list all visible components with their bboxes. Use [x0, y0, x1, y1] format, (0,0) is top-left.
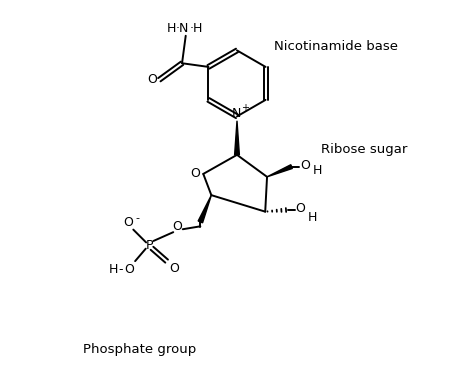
Text: ·: ·	[189, 22, 193, 35]
Text: Nicotinamide base: Nicotinamide base	[273, 40, 398, 53]
Text: O: O	[300, 158, 310, 171]
Text: N: N	[179, 22, 189, 35]
Text: O: O	[123, 216, 133, 229]
Text: O: O	[124, 263, 134, 276]
Polygon shape	[235, 121, 239, 155]
Polygon shape	[267, 165, 292, 177]
Text: H: H	[312, 164, 322, 177]
Text: O: O	[190, 167, 200, 180]
Text: Ribose sugar: Ribose sugar	[321, 143, 408, 156]
Text: H: H	[109, 263, 118, 276]
Text: H: H	[167, 22, 176, 35]
Text: O: O	[295, 202, 305, 215]
Text: Phosphate group: Phosphate group	[83, 343, 196, 356]
Text: ·: ·	[176, 22, 180, 35]
Text: N: N	[232, 107, 241, 120]
Text: O: O	[173, 220, 182, 233]
Text: -: -	[135, 213, 139, 223]
Text: O: O	[147, 73, 157, 86]
Text: O: O	[169, 262, 179, 275]
Text: -: -	[118, 263, 123, 276]
Text: H: H	[308, 211, 318, 224]
Text: +: +	[241, 103, 249, 113]
Text: P: P	[146, 239, 153, 252]
Polygon shape	[198, 195, 211, 223]
Text: H: H	[193, 22, 202, 35]
